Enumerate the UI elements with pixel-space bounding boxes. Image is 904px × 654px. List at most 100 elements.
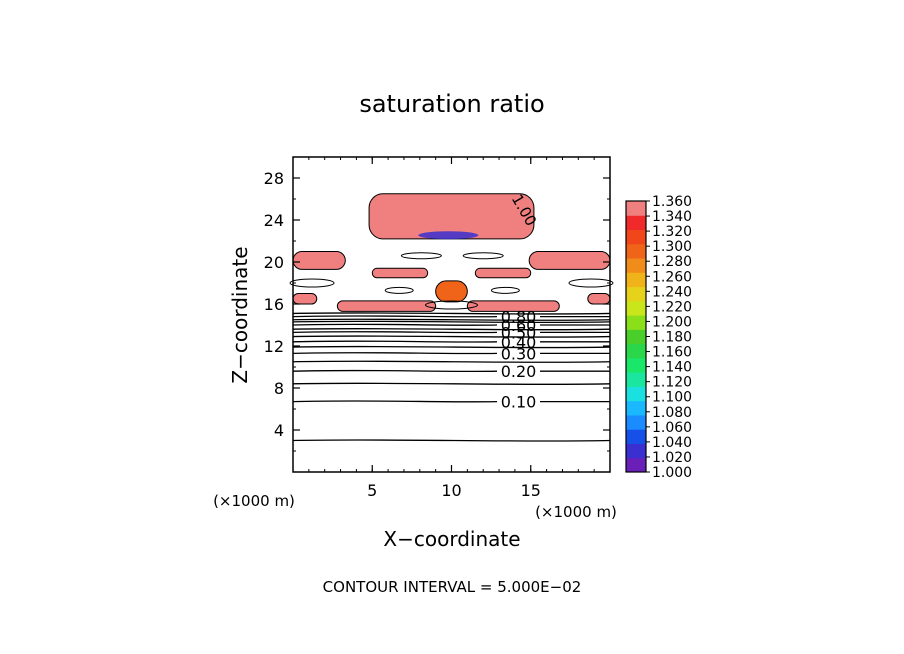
contour-level-line-0.80 [292,315,498,318]
contour-label-0.20: 0.20 [501,362,537,381]
colorbar-swatch-6 [626,372,646,387]
colorbar: 1.3601.3401.3201.3001.2801.2601.2401.220… [625,194,692,481]
colorbar-label-1.140: 1.140 [652,360,692,376]
x-unit-label: (×1000 m) [213,492,295,510]
contour-line-5 [292,327,611,331]
colorbar-swatch-0 [626,457,646,473]
contour-line-8 [292,312,611,315]
y-axis-label: Z−coordinate [228,246,252,383]
axis-ticks: 5 10 15 4 8 12 16 20 24 28 [264,157,610,500]
contour-label-0.40: 0.40 [501,333,537,352]
contour-label-0.60: 0.60 [501,316,537,335]
filled-region-4 [474,267,532,279]
contour-label-0.80: 0.80 [501,308,537,327]
colorbar-swatch-8 [626,343,646,359]
contour-loop-4 [289,278,335,288]
contour-lines [289,252,614,442]
contour-label-0.10: 0.10 [501,393,537,412]
contour-label-0.30: 0.30 [501,344,537,363]
plot-area: 0.100.200.300.400.500.600.801.00 5 10 1548… [264,156,614,500]
contour-line-4 [292,335,611,338]
colorbar-swatch-14 [626,258,646,273]
contour-level-line-0.20 [292,369,498,373]
colorbar-label-1.000: 1.000 [652,465,692,481]
colorbar-label-1.200: 1.200 [652,314,692,330]
contour-line-0 [292,439,611,442]
colorbar-swatch-1 [626,443,646,459]
contour-label-0.50: 0.50 [501,323,537,342]
colorbar-swatch-16 [626,229,646,245]
contour-loop-3 [462,252,504,260]
contour-line-3 [292,345,611,349]
contour-level-line-0.50 [292,330,498,334]
colorbar-swatch-17 [626,215,646,231]
colorbar-label-1.360: 1.360 [652,194,692,210]
filled-region-8 [336,300,437,312]
colorbar-swatch-2 [626,429,646,444]
y-tick-label-12: 12 [264,337,284,356]
filled-region-6 [292,293,318,305]
contour-interval-note: CONTOUR INTERVAL = 5.000E−02 [323,578,582,596]
colorbar-swatch-3 [626,414,646,430]
filled-region-5 [435,280,468,303]
contour-line-2 [292,360,611,363]
colorbar-label-1.340: 1.340 [652,209,692,225]
contour-level-line-0.40 [292,340,498,343]
y-tick-label-8: 8 [274,379,284,398]
colorbar-swatch-7 [626,357,646,373]
y-unit-label: (×1000 m) [535,503,617,521]
colorbar-swatch-10 [626,315,646,330]
contour-level-line-0.30 [292,351,498,355]
contour-loop-5 [568,278,614,288]
x-tick-label-10: 10 [441,481,461,500]
colorbar-label-1.260: 1.260 [652,269,692,285]
colorbar-swatch-5 [626,386,646,402]
region-core-0 [418,231,479,240]
filled-region-7 [587,293,611,305]
colorbar-label-1.220: 1.220 [652,299,692,315]
y-tick-label-20: 20 [264,253,284,272]
contour-level-line-0.10 [292,400,498,403]
colorbar-swatch-13 [626,272,646,288]
contour-loop-2 [400,252,442,260]
colorbar-swatch-11 [626,300,646,316]
colorbar-label-1.120: 1.120 [652,375,692,391]
contour-level-line-0.60 [292,323,498,326]
y-tick-label-24: 24 [264,211,284,230]
filled-region-2 [528,251,611,270]
contour-line-1 [292,382,611,386]
contour-loop-0 [384,286,414,294]
colorbar-label-1.180: 1.180 [652,330,692,346]
contour-line-6 [292,320,611,324]
colorbar-label-1.320: 1.320 [652,224,692,240]
colorbar-label-1.280: 1.280 [652,254,692,270]
colorbar-label-1.240: 1.240 [652,284,692,300]
x-axis-label: X−coordinate [383,527,520,551]
y-tick-label-16: 16 [264,295,284,314]
colorbar-label-1.080: 1.080 [652,405,692,421]
colorbar-label-1.100: 1.100 [652,390,692,406]
colorbar-swatch-12 [626,286,646,302]
colorbar-swatch-15 [626,243,646,259]
colorbar-label-1.300: 1.300 [652,239,692,255]
y-tick-label-4: 4 [274,421,284,440]
colorbar-label-1.060: 1.060 [652,420,692,436]
colorbar-label-1.020: 1.020 [652,450,692,466]
colorbar-label-1.040: 1.040 [652,435,692,451]
x-tick-label-5: 5 [367,481,377,500]
contour-loop-1 [490,286,520,294]
x-tick-label-15: 15 [521,481,541,500]
contour-loop-6 [425,300,478,310]
contour-line-7 [292,318,611,321]
chart-title: saturation ratio [359,90,544,118]
filled-regions [292,193,611,312]
colorbar-label-1.160: 1.160 [652,345,692,361]
colorbar-swatch-4 [626,400,646,416]
filled-region-9 [466,300,560,312]
filled-region-3 [371,267,429,279]
y-tick-label-28: 28 [264,169,284,188]
colorbar-swatch-9 [626,329,646,345]
filled-region-1 [292,251,346,270]
colorbar-swatch-18 [626,201,646,216]
